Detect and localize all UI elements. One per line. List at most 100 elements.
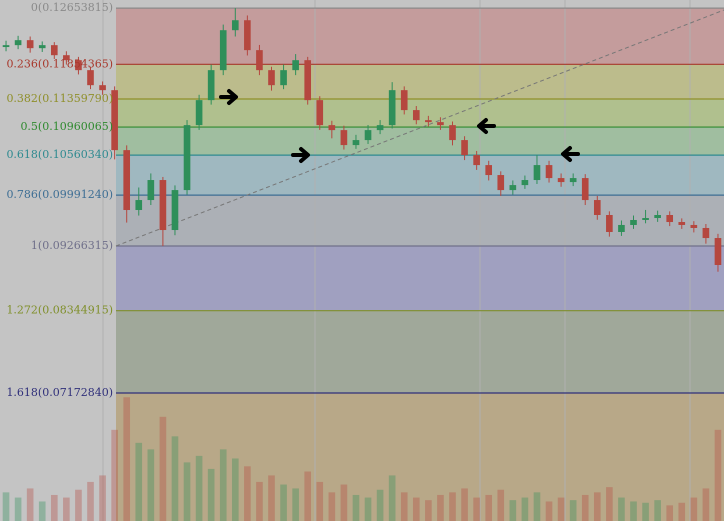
- arrow-left: [477, 118, 496, 134]
- volume-bar: [593, 492, 601, 521]
- fib-level-label: 0.618(0.10560340): [6, 148, 113, 161]
- volume-bar: [316, 481, 324, 521]
- fib-level-label: 0(0.12653815): [31, 1, 113, 14]
- volume-bar: [26, 488, 34, 521]
- candle-body: [340, 130, 348, 146]
- candle-body: [461, 140, 468, 156]
- volume-bar: [497, 489, 505, 521]
- volume-bar: [268, 475, 275, 521]
- candle-body: [87, 70, 94, 86]
- candle-body: [714, 238, 722, 265]
- candle-body: [449, 125, 456, 141]
- fib-zone: [116, 393, 724, 521]
- candle-body: [304, 60, 312, 101]
- candle-body: [400, 90, 408, 111]
- volume-bar: [14, 497, 22, 521]
- candle-body: [702, 227, 710, 239]
- annotation-arrows: [219, 89, 580, 163]
- candle-body: [606, 215, 613, 232]
- candle-body: [545, 165, 553, 179]
- candle-body: [557, 178, 565, 183]
- volume-bar: [352, 494, 360, 521]
- candle-body: [630, 219, 637, 225]
- candle-body: [219, 30, 227, 71]
- volume-bar: [533, 492, 541, 521]
- arrow-right: [291, 147, 310, 163]
- fib-trend-line: [115, 9, 724, 247]
- volume-bar: [509, 500, 517, 521]
- volume-bar: [123, 397, 131, 521]
- candle-body: [328, 125, 336, 131]
- candle-body: [135, 200, 143, 211]
- candle-body: [642, 218, 649, 220]
- candle-body: [533, 165, 541, 181]
- candle-body: [618, 224, 625, 232]
- candle-body: [171, 190, 179, 231]
- candle-body: [485, 165, 493, 176]
- volume-bar: [364, 497, 372, 521]
- candle-body: [38, 45, 46, 49]
- candle-body: [244, 20, 251, 51]
- candle-body: [473, 155, 480, 166]
- volume-bar: [666, 505, 674, 521]
- fib-zone: [116, 195, 724, 247]
- volume-bar: [642, 502, 649, 521]
- volume-bar: [449, 492, 456, 521]
- candle-body: [593, 200, 601, 216]
- candle-body: [26, 40, 34, 49]
- candle-body: [123, 150, 131, 211]
- volume-bar: [2, 492, 10, 521]
- candle-body: [63, 55, 70, 61]
- volume-bar: [99, 475, 106, 521]
- candle-body: [268, 70, 275, 86]
- volume-bar: [135, 442, 143, 521]
- volume-bar: [521, 497, 529, 521]
- fib-zone: [116, 310, 724, 394]
- volume-bar: [569, 500, 577, 521]
- volume-bar: [437, 494, 444, 521]
- fib-bands: [116, 8, 724, 521]
- candle-body: [497, 175, 505, 191]
- volume-bar: [50, 494, 58, 521]
- fib-level-label: 0.382(0.11359790): [6, 92, 113, 105]
- candle-body: [147, 180, 155, 201]
- volume-bar: [147, 449, 155, 521]
- candle-body: [316, 100, 324, 126]
- volume-bar: [171, 436, 179, 521]
- volume-bar: [654, 500, 661, 521]
- candle-body: [581, 178, 589, 201]
- volume-bar: [280, 484, 287, 521]
- volume-bar: [630, 501, 637, 521]
- fib-labels: 0(0.12653815) 0.236(0.11854365) 0.382(0.11…: [6, 1, 113, 399]
- fib-level-label: 1(0.09266315): [31, 239, 113, 252]
- fib-level-label: 0.236(0.11854365): [6, 57, 113, 70]
- candle-body: [14, 40, 22, 46]
- candle-body: [292, 60, 299, 71]
- fib-zone: [116, 64, 724, 100]
- volume-bar: [581, 494, 589, 521]
- candle-body: [75, 60, 82, 71]
- volume-bars: [2, 397, 722, 521]
- candle-body: [2, 45, 10, 48]
- grid: [102, 0, 691, 521]
- candle-body: [509, 185, 517, 191]
- candle-body: [183, 125, 191, 191]
- candle-body: [207, 70, 215, 101]
- candle-body: [437, 122, 444, 126]
- fib-levels: [116, 7, 724, 394]
- candle-body: [256, 50, 263, 71]
- fib-level-label: 0.5(0.10960065): [20, 120, 113, 133]
- volume-bar: [304, 471, 312, 521]
- volume-bar: [159, 416, 167, 521]
- volume-bar: [219, 449, 227, 521]
- volume-bar: [714, 429, 722, 521]
- volume-bar: [328, 492, 336, 521]
- volume-bar: [461, 488, 468, 521]
- candle-body: [231, 20, 239, 31]
- volume-bar: [292, 488, 299, 521]
- candle-body: [654, 215, 661, 219]
- volume-bar: [690, 497, 698, 521]
- arrow-left: [561, 146, 580, 162]
- arrow-right: [219, 89, 238, 105]
- volume-bar: [231, 458, 239, 521]
